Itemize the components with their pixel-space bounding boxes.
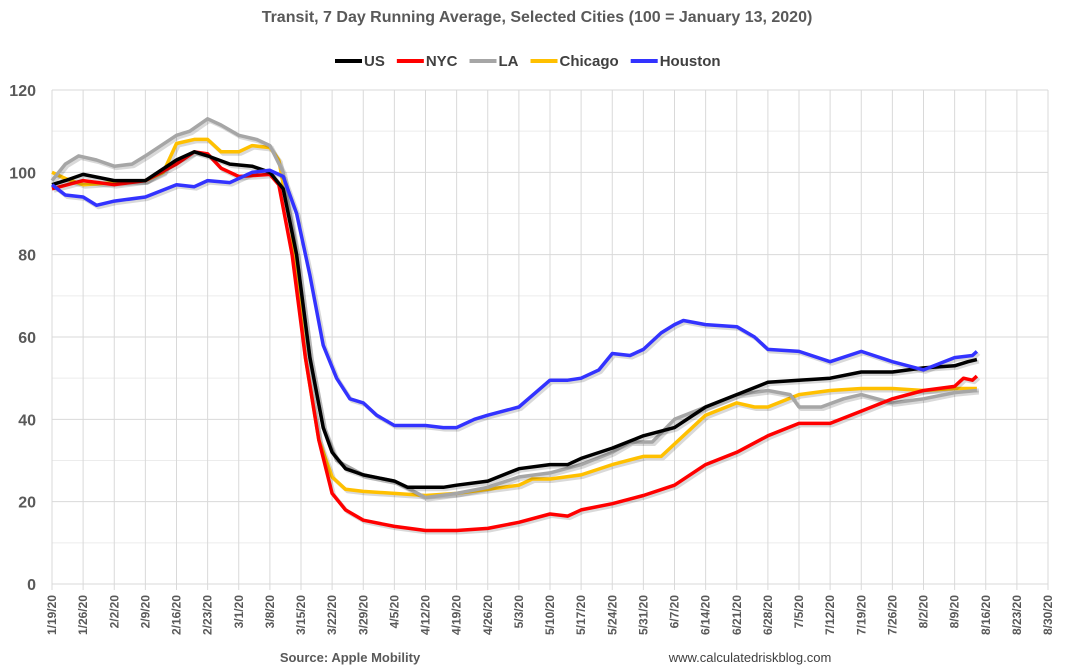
series-line-chicago — [51, 137, 977, 498]
series-shadow — [53, 151, 981, 535]
x-tick-label: 1/19/20 — [45, 595, 59, 635]
website-credit: www.calculatedriskblog.com — [668, 650, 832, 665]
x-tick-label: 6/7/20 — [668, 595, 682, 629]
x-tick-label: 3/15/20 — [294, 595, 308, 635]
x-tick-label: 8/23/20 — [1010, 595, 1024, 635]
x-tick-label: 6/28/20 — [761, 595, 775, 635]
x-tick-label: 7/26/20 — [885, 595, 899, 635]
legend-label-houston: Houston — [660, 53, 721, 70]
series-shadow — [53, 139, 979, 500]
x-tick-label: 7/12/20 — [823, 595, 837, 635]
x-tick-label: 3/22/20 — [325, 595, 339, 635]
x-tick-label: 2/9/20 — [138, 595, 152, 629]
y-tick-label: 0 — [27, 577, 36, 594]
series-shadow — [53, 151, 980, 492]
x-tick-label: 2/16/20 — [170, 595, 184, 635]
y-tick-label: 60 — [18, 330, 36, 347]
x-tick-label: 2/23/20 — [201, 595, 215, 635]
series-line-us — [51, 150, 978, 490]
y-tick-label: 80 — [18, 248, 36, 265]
x-tick-label: 8/9/20 — [948, 595, 962, 629]
x-tick-label: 5/17/20 — [574, 595, 588, 635]
legend-label-chicago: Chicago — [560, 53, 619, 70]
y-tick-label: 40 — [18, 412, 36, 429]
x-tick-label: 5/3/20 — [512, 595, 526, 629]
x-tick-label: 6/14/20 — [699, 595, 713, 635]
x-tick-label: 1/26/20 — [76, 595, 90, 635]
x-tick-label: 3/8/20 — [263, 595, 277, 629]
y-tick-label: 100 — [9, 165, 36, 182]
x-tick-label: 4/5/20 — [387, 595, 401, 629]
legend-label-la: LA — [499, 53, 519, 70]
x-tick-label: 5/10/20 — [543, 595, 557, 635]
series-line-houston — [50, 168, 979, 430]
x-tick-label: 3/29/20 — [356, 595, 370, 635]
series-shadow — [52, 170, 981, 432]
x-tick-label: 3/1/20 — [232, 595, 246, 629]
x-axis: 1/19/20 1/26/20 2/2/20 2/9/20 2/16/20 2/23/20… — [45, 595, 1055, 635]
x-tick-label: 8/30/20 — [1041, 595, 1055, 635]
series-line-la — [50, 117, 978, 500]
y-tick-label: 20 — [18, 495, 36, 512]
x-tick-label: 8/2/20 — [917, 595, 931, 629]
legend-label-us: US — [364, 53, 385, 70]
x-tick-label: 2/2/20 — [107, 595, 121, 629]
y-axis: 0 20 40 60 80 100 120 — [9, 83, 36, 594]
gridlines — [51, 89, 1049, 590]
x-tick-label: 6/21/20 — [730, 595, 744, 635]
x-tick-label: 7/19/20 — [854, 595, 868, 635]
x-tick-label: 7/5/20 — [792, 595, 806, 629]
x-tick-label: 4/19/20 — [450, 595, 464, 635]
legend: US NYC LA Chicago Houston — [335, 53, 721, 70]
y-tick-label: 120 — [9, 83, 36, 100]
source-note: Source: Apple Mobility — [280, 650, 421, 665]
x-tick-label: 5/31/20 — [636, 595, 650, 635]
x-tick-label: 4/26/20 — [481, 595, 495, 635]
x-tick-label: 5/24/20 — [605, 595, 619, 635]
x-tick-label: 8/16/20 — [979, 595, 993, 635]
chart-title: Transit, 7 Day Running Average, Selected… — [262, 9, 813, 26]
x-tick-label: 4/12/20 — [419, 595, 433, 635]
legend-label-nyc: NYC — [426, 53, 458, 70]
series-line-nyc — [51, 150, 979, 533]
series-lines — [50, 117, 981, 535]
series-shadow — [52, 118, 980, 502]
